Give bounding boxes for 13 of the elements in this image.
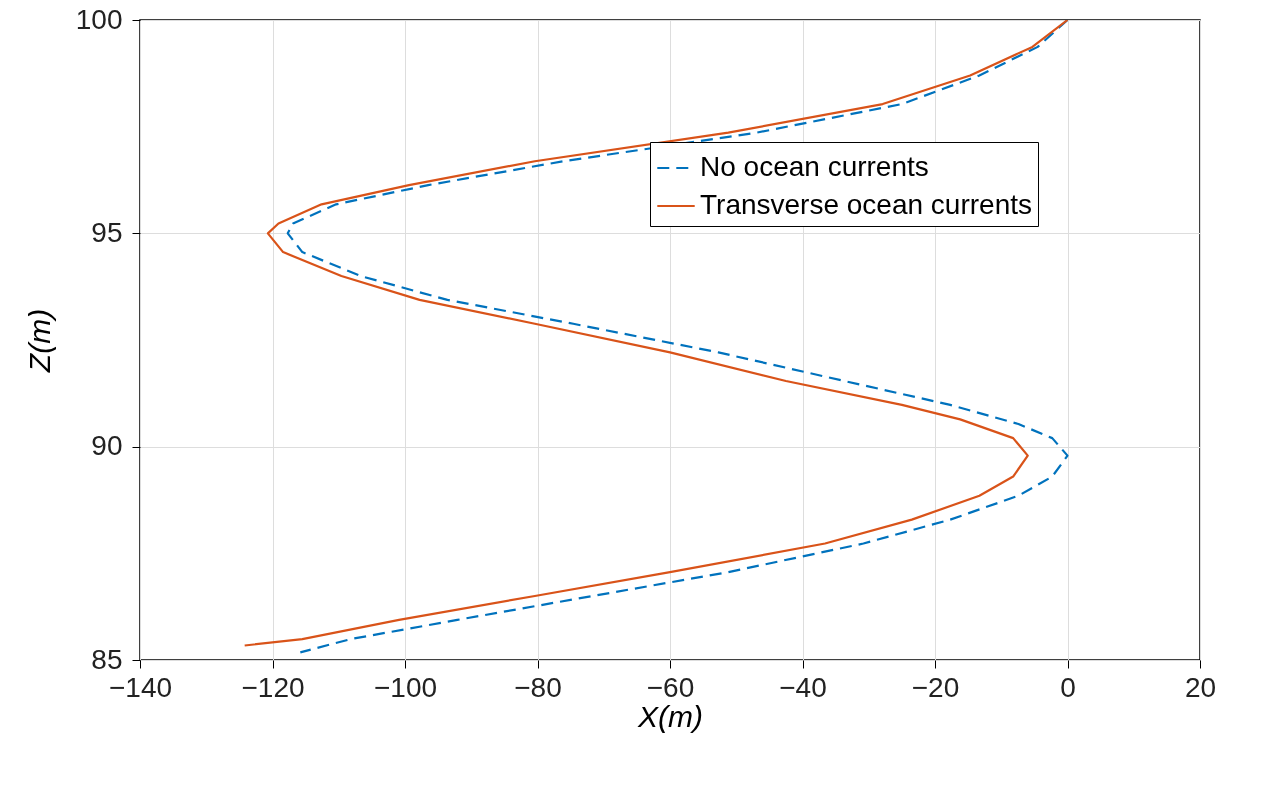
y-tick-label: 100 — [75, 3, 123, 35]
x-tick-label: −40 — [779, 671, 827, 703]
legend-label: Transverse ocean currents — [700, 189, 1032, 220]
y-tick-label: 95 — [91, 216, 123, 248]
x-tick-label: −100 — [373, 671, 438, 703]
x-tick-label: 20 — [1184, 671, 1217, 703]
x-tick-label: −120 — [241, 671, 305, 703]
legend-label: No ocean currents — [700, 151, 929, 182]
y-tick-label: 90 — [91, 430, 123, 462]
x-tick-label: 0 — [1060, 671, 1076, 703]
y-axis-title: Z(m) — [22, 308, 56, 374]
x-tick-label: −80 — [514, 671, 562, 703]
x-tick-label: −20 — [911, 671, 960, 703]
